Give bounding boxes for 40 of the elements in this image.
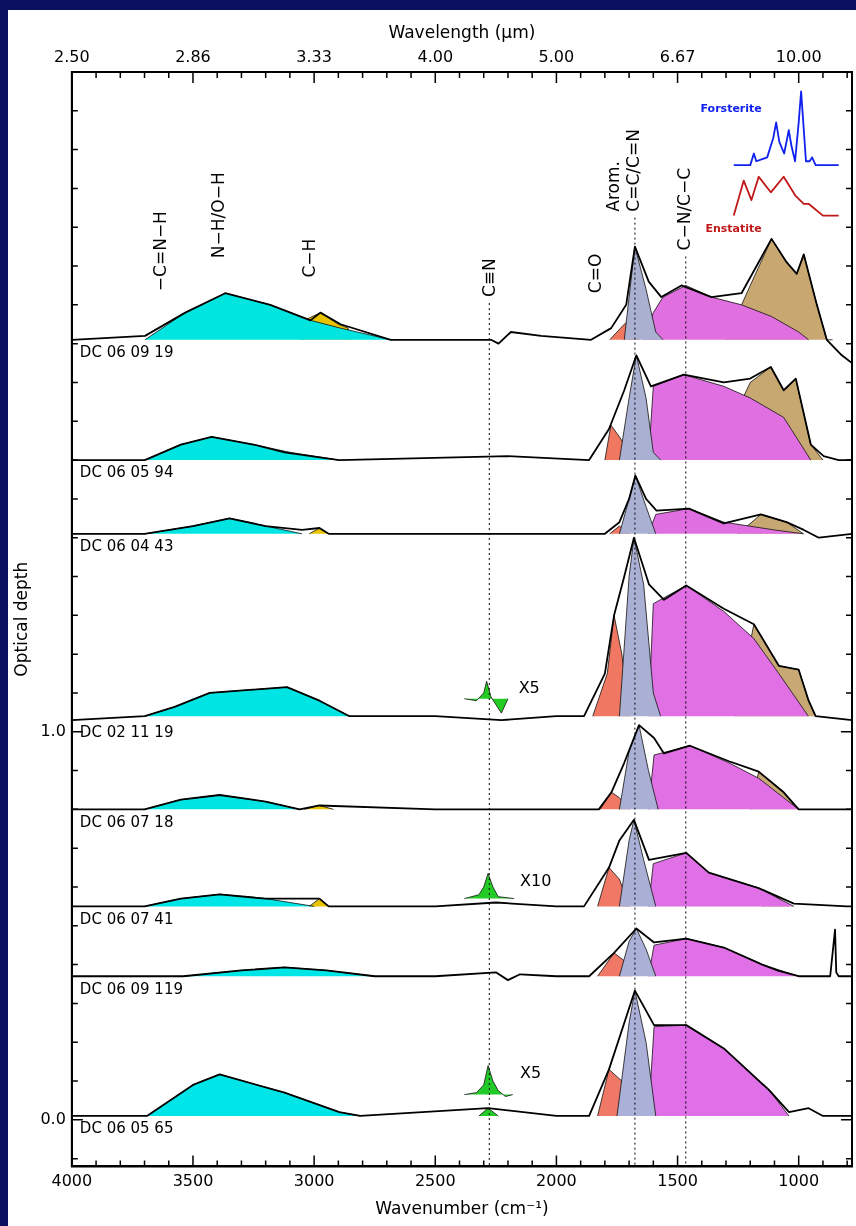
annotation: X5: [520, 1062, 542, 1082]
series-label: DC 06 05 94: [79, 463, 174, 482]
y-tick-label: 0.0: [40, 1108, 66, 1128]
x-tick-label: 2500: [414, 1171, 456, 1191]
x-tick-label: 3000: [293, 1171, 335, 1191]
text: 5.00: [538, 47, 575, 67]
text: 2.50: [54, 47, 90, 67]
text: 4.00: [417, 47, 454, 67]
series-label: Forsterite: [700, 102, 762, 116]
x-tick-label: 1500: [657, 1171, 698, 1191]
x-tick-label: 1000: [778, 1171, 820, 1191]
text: 6.67: [659, 47, 696, 67]
x-axis-title: Wavenumber (cm⁻¹): [375, 1198, 549, 1219]
x2-axis-title: Wavelength (μm): [388, 21, 536, 42]
series-label: DC 02 11 19: [79, 723, 174, 742]
annotation: X5: [518, 678, 540, 698]
y-tick-label: 1.0: [40, 720, 66, 740]
series-label: Enstatite: [705, 221, 762, 235]
text: 2.86: [175, 47, 211, 67]
y-axis-title: Optical depth: [10, 561, 31, 677]
series-label: DC 06 07 18: [79, 812, 174, 831]
x-tick-label: 3500: [172, 1171, 214, 1191]
text: 3.33: [296, 47, 332, 67]
series-label: DC 06 05 65: [79, 1119, 174, 1138]
series-label: DC 06 09 19: [79, 343, 174, 362]
series-label: DC 06 07 41: [79, 909, 174, 928]
series-label: DC 06 04 43: [79, 537, 174, 556]
annotation: C≡N: [479, 258, 500, 298]
x-tick-label: 4000: [51, 1171, 93, 1191]
annotation: C−N/C−C: [674, 167, 695, 251]
annotation: C=C/C=N: [623, 129, 644, 212]
annotation: N−H/O−H: [208, 172, 229, 259]
text: 10.00: [775, 47, 822, 67]
annotation: X10: [520, 870, 552, 890]
x-tick-label: 2000: [536, 1171, 577, 1191]
annotation: C−H: [298, 238, 319, 278]
annotation: Arom.: [603, 161, 624, 212]
annotation: −C=N−H: [150, 211, 171, 292]
annotation: C=O: [584, 253, 605, 294]
series-label: DC 06 09 119: [79, 979, 183, 998]
